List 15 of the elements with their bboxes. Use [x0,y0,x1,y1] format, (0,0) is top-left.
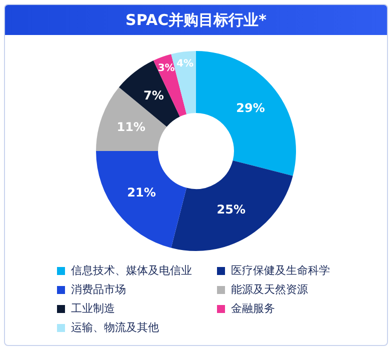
legend-label: 医疗保健及生命科学 [231,263,330,278]
legend-label: 消费品市场 [71,282,126,297]
legend-label: 能源及天然资源 [231,282,308,297]
legend-label: 信息技术、媒体及电信业 [71,263,192,278]
legend-label: 金融服务 [231,301,275,316]
chart-title: SPAC并购目标行业* [5,5,387,35]
data-label: 29% [236,100,265,115]
data-label: 21% [127,185,156,200]
data-label: 11% [116,120,146,134]
legend-label: 工业制造 [71,301,115,316]
data-label: 25% [216,202,246,217]
data-label: 4% [176,58,194,70]
data-label: 3% [158,63,175,74]
legend-label: 运输、物流及其他 [71,320,159,335]
data-label: 7% [144,88,164,103]
